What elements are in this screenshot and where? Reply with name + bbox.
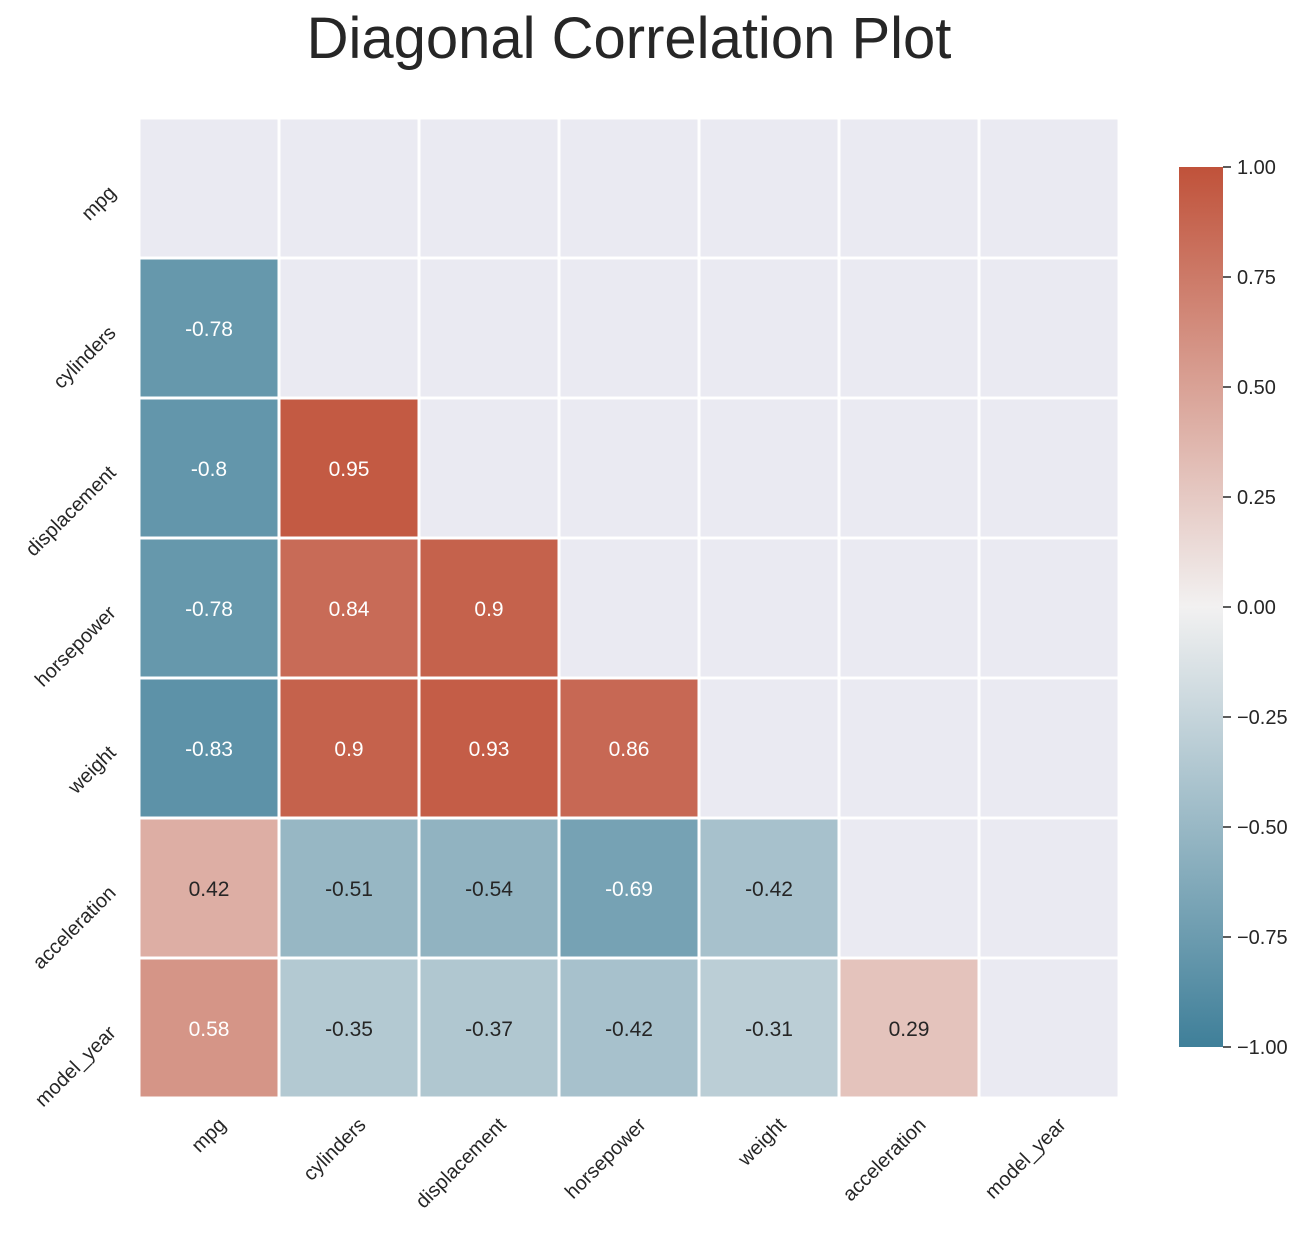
heatmap-cell-cylinders-mpg	[137, 256, 281, 400]
masked-cell	[277, 256, 421, 400]
cell-value-label: 0.58	[189, 1018, 230, 1041]
colorbar-tick-label: 0.25	[1237, 487, 1276, 509]
masked-cell	[697, 116, 841, 260]
cell-value-label: -0.78	[185, 598, 233, 621]
masked-cell	[137, 116, 281, 260]
cell-value-label: 0.95	[329, 458, 370, 481]
colorbar-tick-label: −0.75	[1237, 927, 1288, 949]
masked-cell	[697, 396, 841, 540]
heatmap-cell-displacement-mpg	[137, 396, 281, 540]
cell-value-label: -0.37	[465, 1018, 513, 1041]
masked-cell	[557, 536, 701, 680]
cell-value-label: -0.35	[325, 1018, 373, 1041]
cell-value-label: -0.42	[605, 1018, 653, 1041]
cell-value-label: 0.84	[329, 598, 370, 621]
masked-cell	[837, 816, 981, 960]
cell-value-label: -0.83	[185, 738, 233, 761]
colorbar-tick-label: −0.25	[1237, 707, 1288, 729]
colorbar-gradient	[1179, 167, 1223, 1047]
masked-cell	[837, 676, 981, 820]
heatmap-cell-weight-cylinders	[277, 676, 421, 820]
cell-value-label: -0.69	[605, 878, 653, 901]
masked-cell	[697, 256, 841, 400]
cell-value-label: -0.51	[325, 878, 373, 901]
heatmap-cell-model_year-weight	[697, 956, 841, 1100]
masked-cell	[417, 256, 561, 400]
heatmap-cell-horsepower-cylinders	[277, 536, 421, 680]
colorbar-tick-label: −1.00	[1237, 1037, 1288, 1059]
masked-cell	[837, 256, 981, 400]
cell-value-label: 0.42	[189, 878, 230, 901]
heatmap-cell-horsepower-mpg	[137, 536, 281, 680]
colorbar-tick-label: −0.50	[1237, 817, 1288, 839]
heatmap-cell-model_year-cylinders	[277, 956, 421, 1100]
cell-value-label: 0.9	[334, 738, 363, 761]
masked-cell	[977, 536, 1121, 680]
masked-cell	[977, 676, 1121, 820]
cell-value-label: -0.8	[191, 458, 227, 481]
colorbar-tick-label: 0.75	[1237, 267, 1276, 289]
masked-cell	[977, 116, 1121, 260]
heatmap-cell-horsepower-displacement	[417, 536, 561, 680]
masked-cell	[277, 116, 421, 260]
masked-cell	[977, 956, 1121, 1100]
cell-value-label: 0.93	[469, 738, 510, 761]
colorbar-tick-label: 0.50	[1237, 377, 1276, 399]
heatmap-cell-weight-horsepower	[557, 676, 701, 820]
masked-cell	[557, 256, 701, 400]
masked-cell	[977, 396, 1121, 540]
colorbar-tick-label: 0.00	[1237, 597, 1276, 619]
heatmap-cell-model_year-displacement	[417, 956, 561, 1100]
masked-cell	[417, 116, 561, 260]
heatmap-cell-acceleration-weight	[697, 816, 841, 960]
masked-cell	[837, 536, 981, 680]
masked-cell	[977, 256, 1121, 400]
cell-value-label: -0.54	[465, 878, 513, 901]
heatmap-cell-displacement-cylinders	[277, 396, 421, 540]
heatmap-cell-weight-displacement	[417, 676, 561, 820]
cell-value-label: 0.86	[609, 738, 650, 761]
chart-title: Diagonal Correlation Plot	[307, 6, 952, 71]
masked-cell	[557, 116, 701, 260]
masked-cell	[697, 536, 841, 680]
masked-cell	[837, 116, 981, 260]
heatmap-cell-model_year-acceleration	[837, 956, 981, 1100]
cell-value-label: 0.9	[474, 598, 503, 621]
cell-value-label: -0.42	[745, 878, 793, 901]
masked-cell	[417, 396, 561, 540]
heatmap-cell-model_year-mpg	[137, 956, 281, 1100]
heatmap-grid: -0.78 -0.8 0.95 -0.78 0.84 0.9 -0.83 0.9 0.93 0.8…	[137, 116, 1121, 1100]
cell-value-label: 0.29	[889, 1018, 930, 1041]
colorbar-tick-label: 1.00	[1237, 157, 1276, 179]
masked-cell	[977, 816, 1121, 960]
colorbar: 1.00 0.75 0.50 0.25 0.00 −0.25 −0.50 −0.75 −1.00	[1179, 157, 1288, 1059]
masked-cell	[557, 396, 701, 540]
masked-cell	[697, 676, 841, 820]
cell-value-label: -0.78	[185, 318, 233, 341]
cell-value-label: -0.31	[745, 1018, 793, 1041]
masked-cell	[837, 396, 981, 540]
